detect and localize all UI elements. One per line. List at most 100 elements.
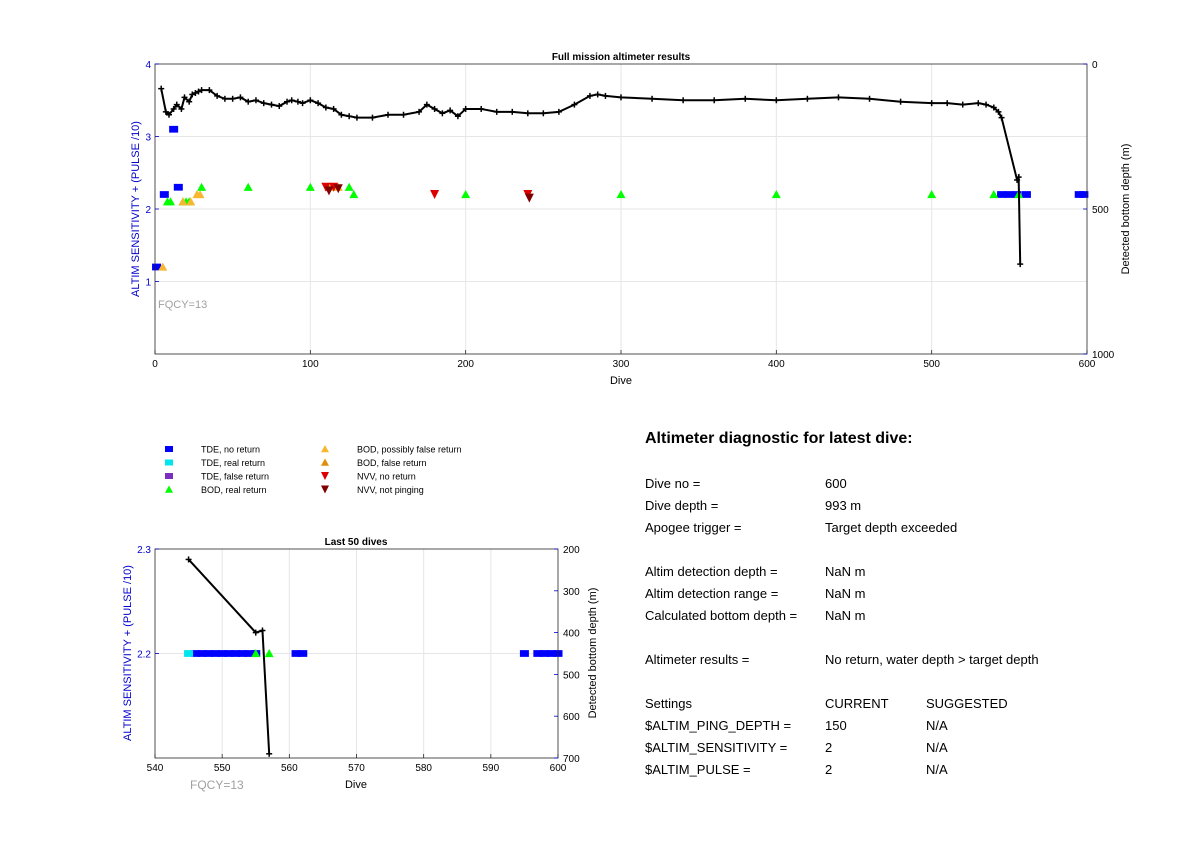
data-point-tde-no xyxy=(540,650,550,657)
data-point-tde-no xyxy=(217,650,227,657)
calculated-depth-value: NaN m xyxy=(825,607,866,623)
dive-depth-value: 993 m xyxy=(825,497,862,513)
data-point-tde-no xyxy=(244,650,254,657)
x-tick-label: 500 xyxy=(923,359,940,370)
sensitivity-row: $ALTIM_SENSITIVITY = 2 N/A xyxy=(645,736,1185,758)
results-label: Altimeter results = xyxy=(645,651,750,667)
y-tick-label: 4 xyxy=(145,60,151,71)
legend-item: NVV, not pinging xyxy=(321,485,424,495)
depth-point xyxy=(229,95,236,102)
depth-point xyxy=(835,94,842,101)
bottom-y2-axis-label: Detected bottom depth (m) xyxy=(587,588,599,719)
depth-point xyxy=(385,111,391,118)
depth-point xyxy=(189,91,196,98)
y2-tick-label: 600 xyxy=(563,712,580,723)
depth-point xyxy=(259,627,266,634)
depth-point xyxy=(284,98,291,105)
settings-header-row: Settings CURRENT SUGGESTED xyxy=(645,692,1185,714)
legend-label: TDE, real return xyxy=(201,458,265,468)
legend-marker-nvv-noping xyxy=(321,485,329,494)
depth-point xyxy=(462,105,469,112)
x-tick-label: 400 xyxy=(768,359,785,370)
apogee-label: Apogee trigger = xyxy=(645,519,742,535)
data-point-bod-possibly xyxy=(178,197,188,206)
detection-depth-label: Altim detection depth = xyxy=(645,563,778,579)
depth-point xyxy=(540,110,547,117)
data-point-nvv-noping xyxy=(324,186,334,196)
data-point-tde-no xyxy=(173,183,183,191)
depth-point xyxy=(555,108,562,115)
depth-point xyxy=(439,110,446,117)
data-point-bod-real xyxy=(305,182,315,191)
y2-tick-label: 500 xyxy=(563,670,580,681)
depth-point xyxy=(268,101,275,108)
depth-point xyxy=(1017,261,1024,268)
legend-label: BOD, possibly false return xyxy=(357,445,462,455)
depth-point xyxy=(400,111,407,118)
depth-point xyxy=(586,92,593,99)
results-row: Altimeter results = No return, water dep… xyxy=(645,648,1185,670)
depth-point xyxy=(178,105,185,112)
x-tick-label: 570 xyxy=(348,763,365,774)
top-y2-axis-label: Detected bottom depth (m) xyxy=(1120,144,1132,275)
pulse-suggested: N/A xyxy=(926,761,948,777)
legend-label: BOD, false return xyxy=(357,458,427,468)
legend-item: BOD, false return xyxy=(321,458,427,468)
data-point-nvv-noping xyxy=(524,193,534,203)
depth-point xyxy=(990,104,997,111)
depth-point xyxy=(198,87,205,94)
data-point-tde-no xyxy=(210,650,220,657)
dive-no-label: Dive no = xyxy=(645,475,701,491)
detection-depth-row: Altim detection depth = NaN m xyxy=(645,560,1185,582)
depth-point xyxy=(221,95,228,102)
depth-point xyxy=(307,97,314,104)
depth-point xyxy=(173,101,180,108)
depth-point xyxy=(181,94,188,101)
data-point-bod-possibly xyxy=(186,197,196,206)
bottom-depth-line xyxy=(160,88,1022,265)
x-tick-label: 580 xyxy=(415,763,432,774)
depth-point xyxy=(165,111,172,118)
top-x-axis-label: Dive xyxy=(610,375,632,387)
depth-point xyxy=(330,105,337,112)
depth-point xyxy=(975,100,982,107)
y-tick-label: 2 xyxy=(145,205,151,216)
depth-point xyxy=(322,104,329,111)
data-point-tde-no xyxy=(291,650,301,657)
legend-item: BOD, real return xyxy=(165,485,267,495)
y-tick-label: 1 xyxy=(145,278,151,289)
legend-marker-bod-possibly xyxy=(321,445,329,453)
data-point-tde-no xyxy=(533,650,543,657)
x-tick-label: 300 xyxy=(613,359,630,370)
sensitivity-suggested: N/A xyxy=(926,739,948,755)
calculated-depth-label: Calculated bottom depth = xyxy=(645,607,798,623)
detection-depth-value: NaN m xyxy=(825,563,866,579)
dive-depth-row: Dive depth = 993 m xyxy=(645,494,1185,516)
depth-point xyxy=(288,97,295,104)
y2-tick-label: 400 xyxy=(563,629,580,640)
x-tick-label: 200 xyxy=(457,359,474,370)
depth-point xyxy=(478,105,485,112)
data-point-bod-real xyxy=(771,190,781,199)
depth-point xyxy=(804,95,811,102)
depth-point xyxy=(276,103,283,110)
data-point-bod-real xyxy=(461,190,471,199)
x-tick-label: 550 xyxy=(214,763,231,774)
data-point-tde-no xyxy=(1074,191,1084,198)
depth-point xyxy=(959,101,966,108)
data-point-bod-possibly xyxy=(158,262,168,271)
legend-item: TDE, no return xyxy=(165,445,260,455)
current-header: CURRENT xyxy=(825,695,889,711)
y2-tick-label: 700 xyxy=(563,754,580,765)
depth-point xyxy=(266,750,273,757)
x-tick-label: 600 xyxy=(550,763,567,774)
y2-tick-label: 1000 xyxy=(1092,350,1115,361)
depth-point xyxy=(214,92,221,99)
depth-point xyxy=(431,105,438,112)
x-tick-label: 540 xyxy=(147,763,164,774)
depth-point xyxy=(493,108,500,115)
depth-point xyxy=(353,114,360,121)
data-point-bod-real xyxy=(251,649,261,658)
depth-point xyxy=(185,556,192,563)
data-point-tde-no xyxy=(190,650,200,657)
